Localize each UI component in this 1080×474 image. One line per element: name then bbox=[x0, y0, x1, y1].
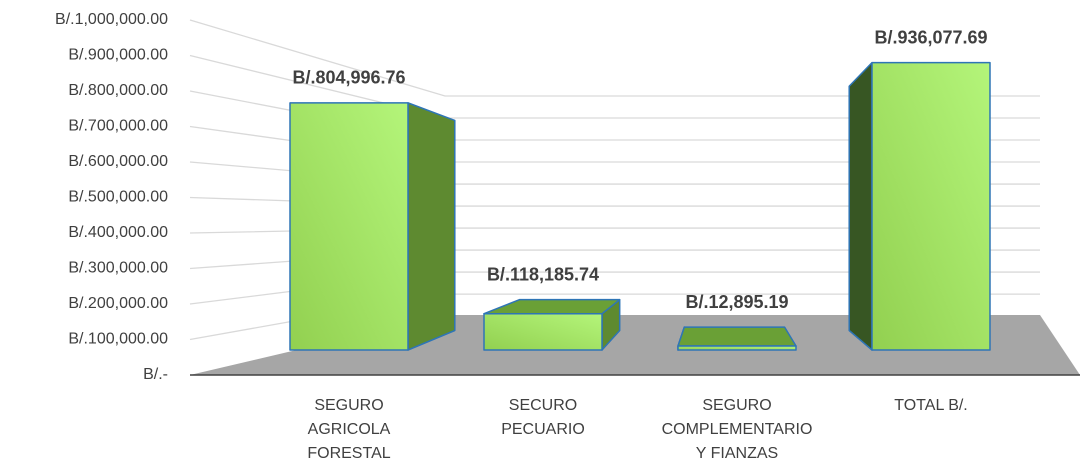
front-face bbox=[677, 345, 797, 351]
x-tick-label: TOTAL B/. bbox=[894, 397, 968, 414]
side-face bbox=[848, 61, 873, 351]
value-label: B/.936,077.69 bbox=[874, 27, 987, 47]
y-tick-label: B/.600,000.00 bbox=[68, 153, 168, 170]
y-tick-label: B/.- bbox=[143, 366, 168, 383]
y-tick-label: B/.200,000.00 bbox=[68, 295, 168, 312]
x-tick-label: SEGURO COMPLEMENTARIO Y FIANZAS bbox=[661, 397, 813, 462]
y-tick-label: B/.400,000.00 bbox=[68, 224, 168, 241]
x-tick-label: SECURO PECUARIO bbox=[501, 397, 585, 438]
y-tick-label: B/.800,000.00 bbox=[68, 82, 168, 99]
x-tick-label: SEGURO AGRICOLA FORESTAL bbox=[307, 397, 391, 462]
y-tick-label: B/.1,000,000.00 bbox=[55, 11, 168, 28]
value-label: B/.804,996.76 bbox=[292, 68, 405, 88]
front-face bbox=[483, 312, 603, 351]
y-tick-label: B/.900,000.00 bbox=[68, 47, 168, 64]
bar bbox=[677, 326, 797, 351]
y-tick-label: B/.500,000.00 bbox=[68, 189, 168, 206]
value-label: B/.118,185.74 bbox=[487, 264, 599, 284]
value-label: B/.12,895.19 bbox=[685, 292, 788, 312]
front-face bbox=[289, 102, 409, 351]
y-tick-label: B/.100,000.00 bbox=[68, 331, 168, 348]
y-tick-label: B/.700,000.00 bbox=[68, 118, 168, 135]
top-face bbox=[483, 298, 621, 315]
bar bbox=[289, 102, 456, 351]
y-tick-label: B/.300,000.00 bbox=[68, 260, 168, 277]
top-face bbox=[677, 326, 797, 347]
front-face bbox=[871, 61, 991, 351]
grid-line bbox=[189, 19, 1040, 97]
side-face bbox=[407, 102, 456, 351]
bar bbox=[483, 298, 621, 351]
bar bbox=[848, 61, 991, 351]
